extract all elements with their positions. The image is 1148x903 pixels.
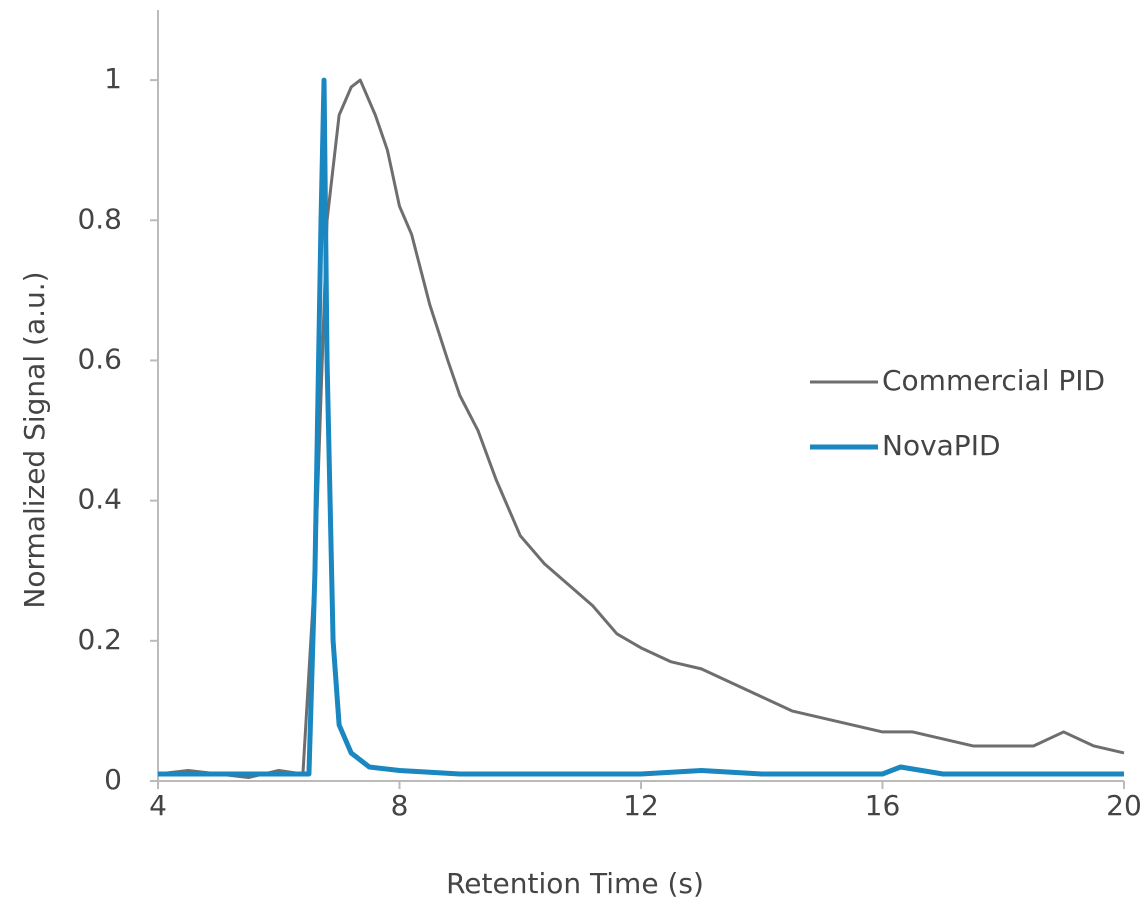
x-axis-label: Retention Time (s) (446, 867, 704, 900)
x-tick-label: 8 (391, 789, 409, 822)
x-tick-label: 12 (623, 789, 659, 822)
y-tick-label: 1 (104, 62, 122, 95)
y-tick-label: 0.6 (77, 342, 122, 375)
x-tick-label: 4 (149, 789, 167, 822)
legend-label: Commercial PID (882, 364, 1105, 397)
x-tick-label: 20 (1106, 789, 1142, 822)
y-tick-label: 0.8 (77, 202, 122, 235)
y-tick-label: 0 (104, 763, 122, 796)
y-axis-label: Normalized Signal (a.u.) (18, 271, 51, 608)
y-tick-label: 0.2 (77, 623, 122, 656)
series-line (158, 77, 1124, 777)
x-tick-label: 16 (865, 789, 901, 822)
y-tick-label: 0.4 (77, 483, 122, 516)
legend-label: NovaPID (882, 429, 1001, 462)
